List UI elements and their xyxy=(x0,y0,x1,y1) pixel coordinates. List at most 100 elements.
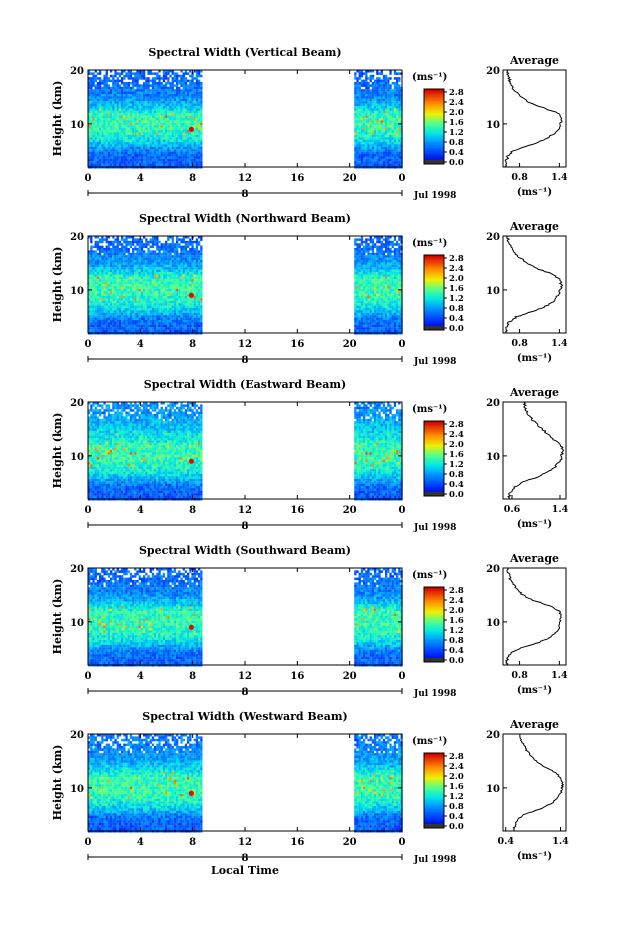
heatmap-cell xyxy=(361,142,363,145)
heatmap-cell xyxy=(367,255,369,258)
heatmap-cell xyxy=(385,128,387,131)
heatmap-cell xyxy=(392,250,394,253)
heatmap-cell xyxy=(172,262,174,265)
heatmap-cell xyxy=(191,147,193,150)
heatmap-cell xyxy=(174,149,176,152)
heatmap-cell xyxy=(110,142,112,145)
heatmap-cell xyxy=(117,116,119,119)
heatmap-cell xyxy=(99,77,101,80)
heatmap-cell xyxy=(132,161,134,164)
heatmap-cell xyxy=(185,277,187,280)
heatmap-cell xyxy=(136,282,138,285)
heatmap-cell xyxy=(361,262,363,265)
heatmap-cell xyxy=(187,123,189,126)
heatmap-cell xyxy=(372,270,374,273)
heatmap-cell xyxy=(385,156,387,159)
heatmap-cell xyxy=(169,104,171,107)
heatmap-cell xyxy=(385,77,387,80)
heatmap-cell xyxy=(101,279,103,282)
heatmap-cell xyxy=(167,96,169,99)
heatmap-cell xyxy=(374,243,376,246)
heatmap-cell xyxy=(143,87,145,90)
heatmap-cell xyxy=(128,101,130,104)
heatmap-cell xyxy=(139,284,141,287)
heatmap-cell xyxy=(163,282,165,285)
heatmap-cell xyxy=(141,125,143,128)
heatmap-cell xyxy=(194,291,196,294)
heatmap-cell xyxy=(385,262,387,265)
heatmap-cell xyxy=(134,106,136,109)
heatmap-cell xyxy=(154,260,156,263)
heatmap-cell xyxy=(172,118,174,121)
heatmap-cell xyxy=(180,84,182,87)
colorbar-segment xyxy=(424,149,444,151)
heatmap-cell xyxy=(152,265,154,268)
heatmap-cell xyxy=(198,94,200,97)
heatmap-cell xyxy=(163,161,165,164)
heatmap-cell xyxy=(394,99,396,102)
heatmap-cell xyxy=(152,159,154,162)
heatmap-cell xyxy=(356,282,358,285)
heatmap-cell xyxy=(383,118,385,121)
heatmap-cell xyxy=(172,298,174,301)
heatmap-cell xyxy=(370,291,372,294)
heatmap-cell xyxy=(154,82,156,85)
heatmap-cell xyxy=(183,84,185,87)
heatmap-cell xyxy=(180,144,182,147)
heatmap-cell xyxy=(389,125,391,128)
heatmap-cell xyxy=(119,125,121,128)
heatmap-cell xyxy=(381,255,383,258)
heatmap-cell xyxy=(359,291,361,294)
heatmap-cell xyxy=(125,250,127,253)
heatmap-cell xyxy=(103,135,105,138)
heatmap-cell xyxy=(198,164,200,167)
heatmap-cell xyxy=(196,72,198,75)
heatmap-cell xyxy=(165,161,167,164)
heatmap-cell xyxy=(114,92,116,95)
heatmap-cell xyxy=(172,152,174,155)
heatmap-cell xyxy=(125,144,127,147)
heatmap-cell xyxy=(176,301,178,304)
heatmap-cell xyxy=(132,82,134,85)
heatmap-cell xyxy=(110,135,112,138)
heatmap-cell xyxy=(95,128,97,131)
heatmap-cell xyxy=(387,152,389,155)
heatmap-cell xyxy=(378,123,380,126)
heatmap-cell xyxy=(367,154,369,157)
heatmap-cell xyxy=(196,80,198,83)
heatmap-cell xyxy=(392,289,394,292)
heatmap-cell xyxy=(176,296,178,299)
heatmap-cell xyxy=(354,120,356,123)
heatmap-cell xyxy=(372,75,374,78)
heatmap-cell xyxy=(128,289,130,292)
heatmap-cell xyxy=(90,265,92,268)
heatmap-cell xyxy=(196,301,198,304)
heatmap-cell xyxy=(180,255,182,258)
heatmap-cell xyxy=(372,250,374,253)
heatmap-cell xyxy=(136,255,138,258)
heatmap-cell xyxy=(183,279,185,282)
heatmap-cell xyxy=(158,147,160,150)
heatmap-cell xyxy=(165,241,167,244)
heatmap-cell xyxy=(385,111,387,114)
heatmap-cell xyxy=(136,118,138,121)
heatmap-cell xyxy=(114,255,116,258)
heatmap-cell xyxy=(128,113,130,116)
heatmap-cell xyxy=(130,87,132,90)
heatmap-cell xyxy=(378,241,380,244)
heatmap-cell xyxy=(112,116,114,119)
heatmap-cell xyxy=(136,296,138,299)
heatmap-cell xyxy=(185,147,187,150)
heatmap-cell xyxy=(356,267,358,270)
average-title: Average xyxy=(509,54,559,67)
heatmap-cell xyxy=(103,238,105,241)
heatmap-cell xyxy=(194,140,196,143)
heatmap-cell xyxy=(189,277,191,280)
heatmap-cell xyxy=(169,92,171,95)
heatmap-cell xyxy=(128,120,130,123)
heatmap-cell xyxy=(114,142,116,145)
heatmap-cell xyxy=(361,296,363,299)
heatmap-cell xyxy=(141,152,143,155)
heatmap-cell xyxy=(359,277,361,280)
heatmap-cell xyxy=(158,241,160,244)
